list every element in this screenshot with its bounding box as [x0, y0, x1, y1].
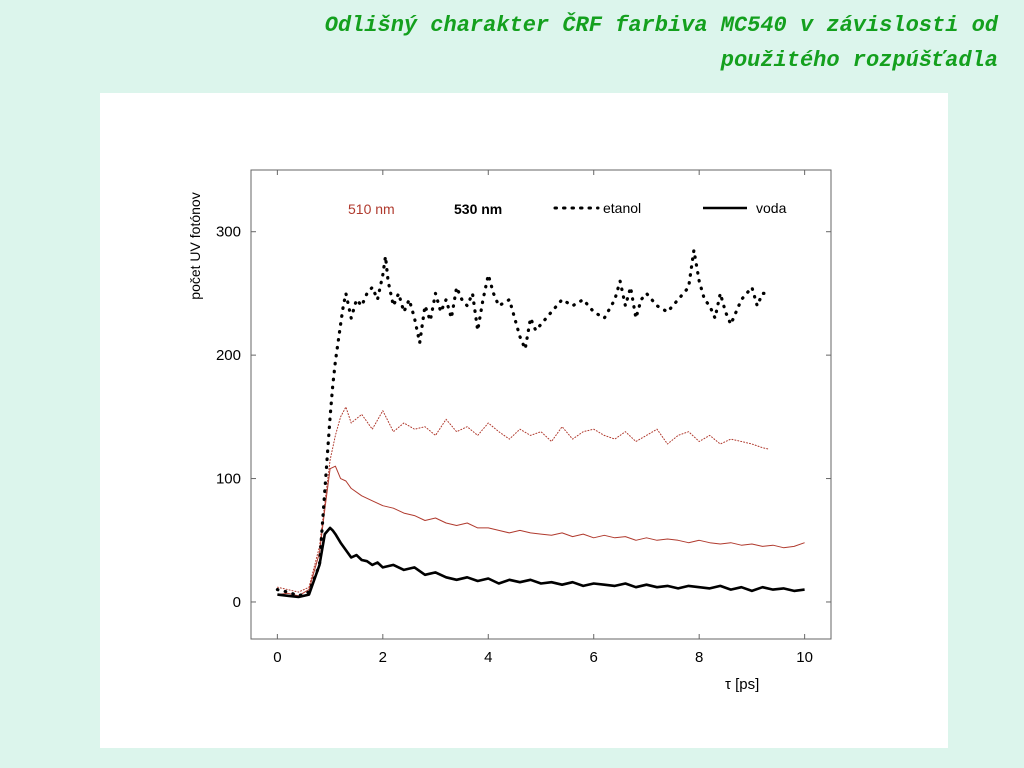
plot-frame [250, 169, 832, 640]
legend-label-530nm: 530 nm [454, 201, 502, 217]
legend-label-510nm: 510 nm [348, 201, 395, 217]
x-tick-label: 8 [695, 649, 703, 666]
x-tick-label: 6 [590, 649, 598, 666]
series-line-530nm-etanol [275, 248, 770, 598]
x-axis-label: τ [ps] [725, 676, 759, 693]
x-tick-label: 4 [484, 649, 492, 666]
series-line-510nm-etanol [276, 406, 769, 593]
x-tick-label: 10 [796, 649, 813, 666]
figure-panel: 0 2 4 6 8 10 0 100 200 300 510 nm 530 nm etanol v… [100, 93, 948, 748]
legend-label-etanol: etanol [603, 200, 641, 216]
series-line-510nm-voda [277, 465, 805, 597]
slide-title: Odlišný charakter ČRF farbiva MC540 v zá… [98, 8, 998, 78]
slide-title-line-2: použitého rozpúšťadla [720, 48, 998, 73]
y-tick-label: 300 [216, 224, 241, 241]
y-tick-label: 100 [216, 471, 241, 488]
slide-title-line-1: Odlišný charakter ČRF farbiva MC540 v zá… [324, 13, 998, 38]
y-axis-label: počet UV fotónov [187, 192, 203, 299]
x-tick-label: 0 [273, 649, 281, 666]
y-tick-label: 0 [233, 594, 241, 611]
legend-label-voda: voda [756, 200, 787, 216]
y-tick-label: 200 [216, 347, 241, 364]
series-line-530nm-voda [277, 526, 805, 599]
x-tick-label: 2 [379, 649, 387, 666]
legend: 510 nm 530 nm etanol voda [348, 200, 787, 217]
